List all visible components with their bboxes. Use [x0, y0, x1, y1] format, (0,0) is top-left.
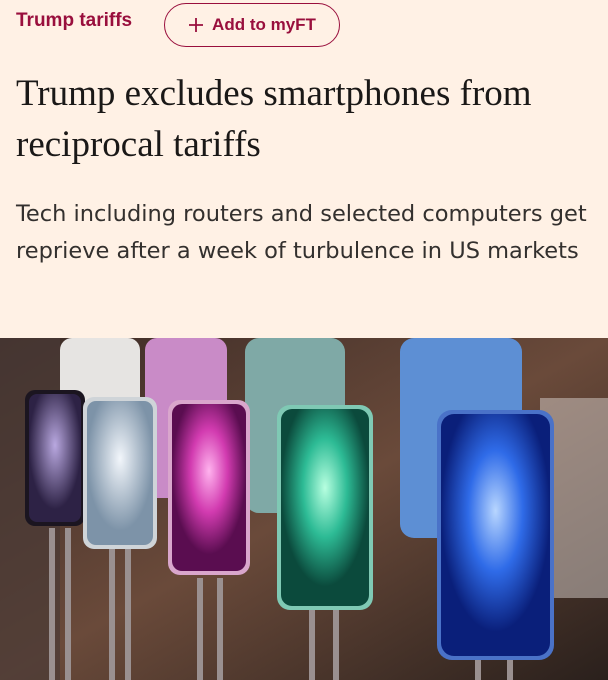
topic-link[interactable]: Trump tariffs — [16, 10, 133, 31]
headline: Trump excludes smartphones from reciproc… — [16, 73, 532, 165]
standfirst: Tech including routers and selected comp… — [16, 201, 587, 264]
plus-icon — [189, 18, 204, 32]
button-label: Add to myFT — [212, 15, 316, 34]
add-to-myft-button[interactable]: Add to myFT — [164, 3, 340, 47]
article-image — [0, 338, 608, 680]
